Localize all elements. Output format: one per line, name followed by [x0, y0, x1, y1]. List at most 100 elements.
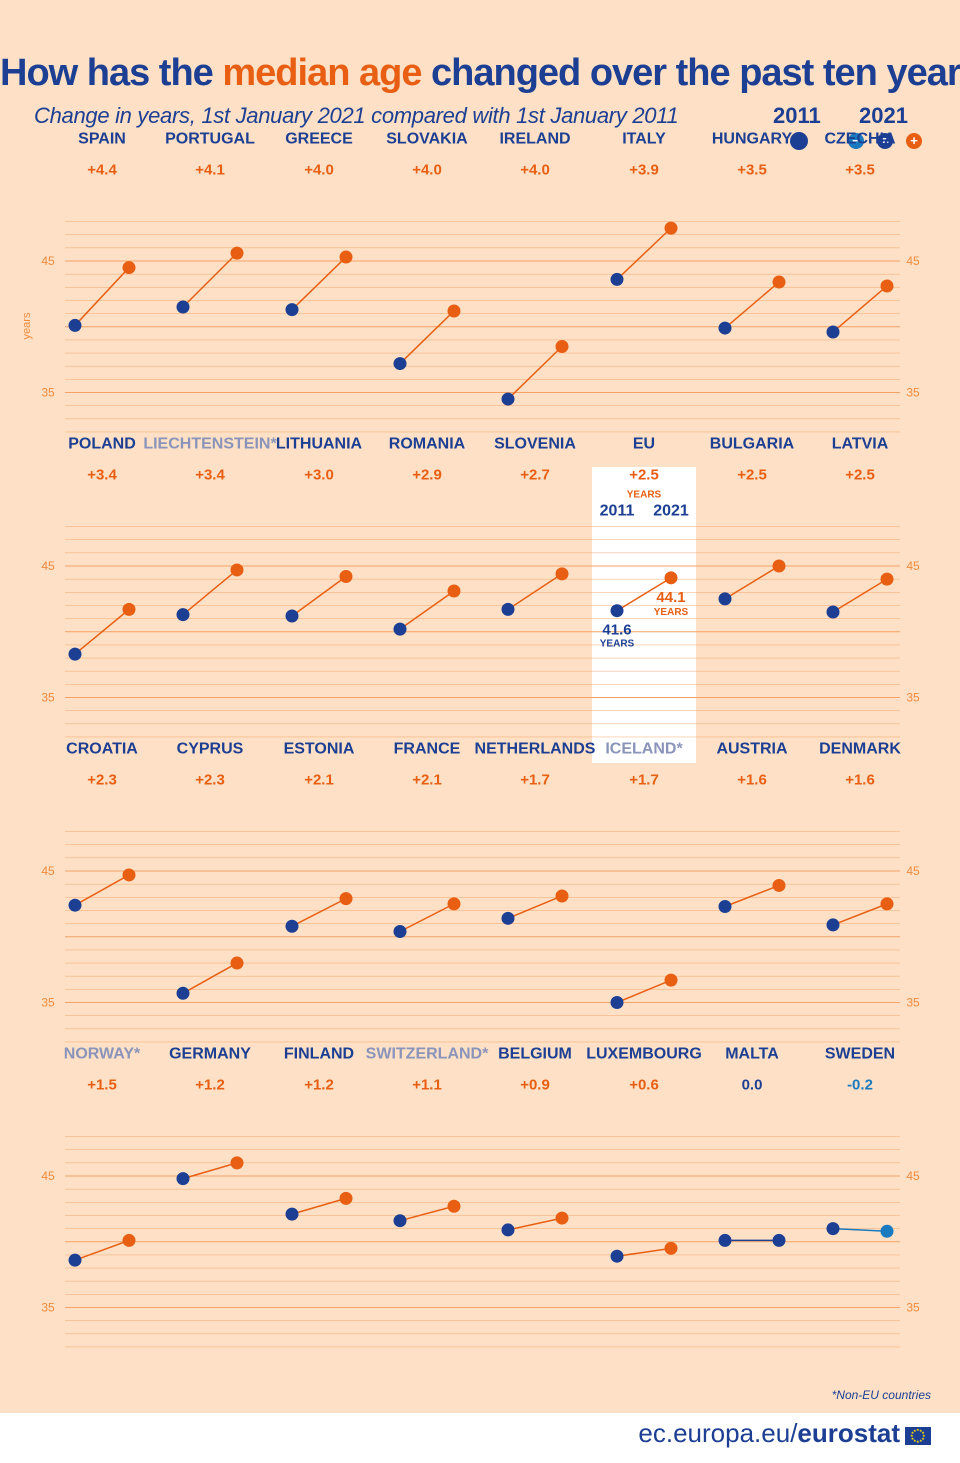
- country-change-value: +4.0: [520, 162, 550, 179]
- y-tick-label-right: 35: [906, 1301, 920, 1315]
- y-tick-label-left: 45: [41, 559, 55, 573]
- marker-2021: [339, 570, 353, 584]
- country-change-value: +1.6: [845, 772, 875, 789]
- marker-2011: [826, 918, 840, 932]
- country-change-value: +0.9: [520, 1077, 550, 1094]
- eu-value-2011: 41.6: [602, 622, 631, 639]
- marker-2021: [772, 878, 786, 892]
- eu-unit-2021: YEARS: [654, 607, 689, 618]
- country-change-value: +1.2: [304, 1077, 334, 1094]
- country-change-value: +2.3: [195, 772, 225, 789]
- marker-2021: [122, 261, 136, 275]
- country-change-value: +2.9: [412, 467, 442, 484]
- eu-flag-icon: ★ ★ ★ ★ ★ ★ ★ ★ ★ ★ ★ ★: [905, 1427, 931, 1445]
- marker-2011: [176, 300, 190, 314]
- y-tick-label-left: 35: [41, 996, 55, 1010]
- slope-line: [399, 1205, 455, 1222]
- y-tick-label-right: 35: [906, 386, 920, 400]
- country-name: GREECE: [285, 131, 353, 148]
- country-change-value: +1.1: [412, 1077, 442, 1094]
- country-change-value: 0.0: [742, 1077, 763, 1094]
- slope-line: [507, 1217, 563, 1231]
- marker-2011: [501, 392, 515, 406]
- country-name: LIECHTENSTEIN*: [143, 436, 277, 453]
- marker-2011: [501, 911, 515, 925]
- marker-2021: [880, 1224, 894, 1238]
- marker-2021: [230, 956, 244, 970]
- country-change-value: +4.0: [412, 162, 442, 179]
- marker-2021: [880, 897, 894, 911]
- marker-2021: [230, 1156, 244, 1170]
- marker-2021: [664, 1241, 678, 1255]
- slope-line: [724, 281, 780, 329]
- country-name: EU: [633, 436, 655, 453]
- country-change-value: +4.0: [304, 162, 334, 179]
- country-name: BULGARIA: [710, 436, 795, 453]
- country-change-value: +3.9: [629, 162, 659, 179]
- marker-2011: [68, 898, 82, 912]
- marker-2021: [122, 1233, 136, 1247]
- slope-line: [724, 884, 780, 908]
- marker-2011: [285, 919, 299, 933]
- marker-2021: [555, 1211, 569, 1225]
- slope-line: [616, 577, 672, 612]
- marker-2011: [501, 602, 515, 616]
- marker-2011: [826, 325, 840, 339]
- marker-2011: [610, 272, 624, 286]
- marker-2011: [285, 303, 299, 317]
- slope-line: [182, 569, 238, 616]
- country-name: ROMANIA: [389, 436, 466, 453]
- footer-domain: ec.europa.eu/: [638, 1418, 798, 1448]
- marker-2011: [68, 318, 82, 332]
- y-axis-label: years: [21, 312, 33, 339]
- marker-2021: [772, 275, 786, 289]
- slope-line: [291, 256, 347, 311]
- legend-label-2011: 2011: [773, 103, 821, 128]
- slope-chart: 35 35 45 45 35 35 45 45 35 35 45 45 35 35 45 45 years SPA…: [21, 131, 920, 1348]
- slope-line: [832, 903, 888, 926]
- country-change-value: +2.5: [737, 467, 767, 484]
- marker-2011: [393, 1214, 407, 1228]
- marker-2021: [772, 559, 786, 573]
- country-change-value: +4.1: [195, 162, 225, 179]
- country-name: NETHERLANDS: [475, 741, 596, 758]
- background-panel: [0, 0, 960, 1413]
- slope-line: [724, 565, 780, 600]
- country-change-value: +3.4: [195, 467, 225, 484]
- footer-brand: eurostat: [797, 1418, 900, 1448]
- country-name: ESTONIA: [284, 741, 355, 758]
- country-change-value: +3.5: [737, 162, 767, 179]
- marker-2011: [176, 1172, 190, 1186]
- marker-2021: [339, 1191, 353, 1205]
- marker-2011: [610, 604, 624, 618]
- eu-year-2021-label: 2021: [653, 503, 689, 520]
- country-change-value: +3.5: [845, 162, 875, 179]
- slope-line: [182, 1162, 238, 1180]
- country-change-value: +3.4: [87, 467, 117, 484]
- page-subtitle: Change in years, 1st January 2021 compar…: [34, 103, 679, 128]
- marker-2011: [285, 1207, 299, 1221]
- marker-2021: [447, 897, 461, 911]
- marker-2011: [610, 996, 624, 1009]
- footer-source: ec.europa.eu/eurostat: [638, 1418, 900, 1449]
- marker-2021: [447, 1199, 461, 1213]
- marker-2021: [122, 602, 136, 616]
- country-name: AUSTRIA: [716, 741, 788, 758]
- marker-2011: [826, 1222, 840, 1236]
- country-change-value: +1.2: [195, 1077, 225, 1094]
- marker-2021: [339, 892, 353, 906]
- country-name: CZECHIA: [824, 131, 896, 148]
- title-part-1: How has the: [0, 52, 223, 94]
- slope-line: [182, 962, 238, 994]
- y-tick-label-left: 35: [41, 1301, 55, 1315]
- marker-2011: [176, 986, 190, 1000]
- marker-2011: [610, 1249, 624, 1263]
- marker-2011: [826, 605, 840, 619]
- country-change-value: +2.7: [520, 467, 550, 484]
- marker-2011: [176, 608, 190, 622]
- country-name: SLOVAKIA: [386, 131, 468, 148]
- legend-equal-icon: =: [877, 133, 893, 149]
- marker-2021: [447, 304, 461, 318]
- country-name: CYPRUS: [177, 741, 244, 758]
